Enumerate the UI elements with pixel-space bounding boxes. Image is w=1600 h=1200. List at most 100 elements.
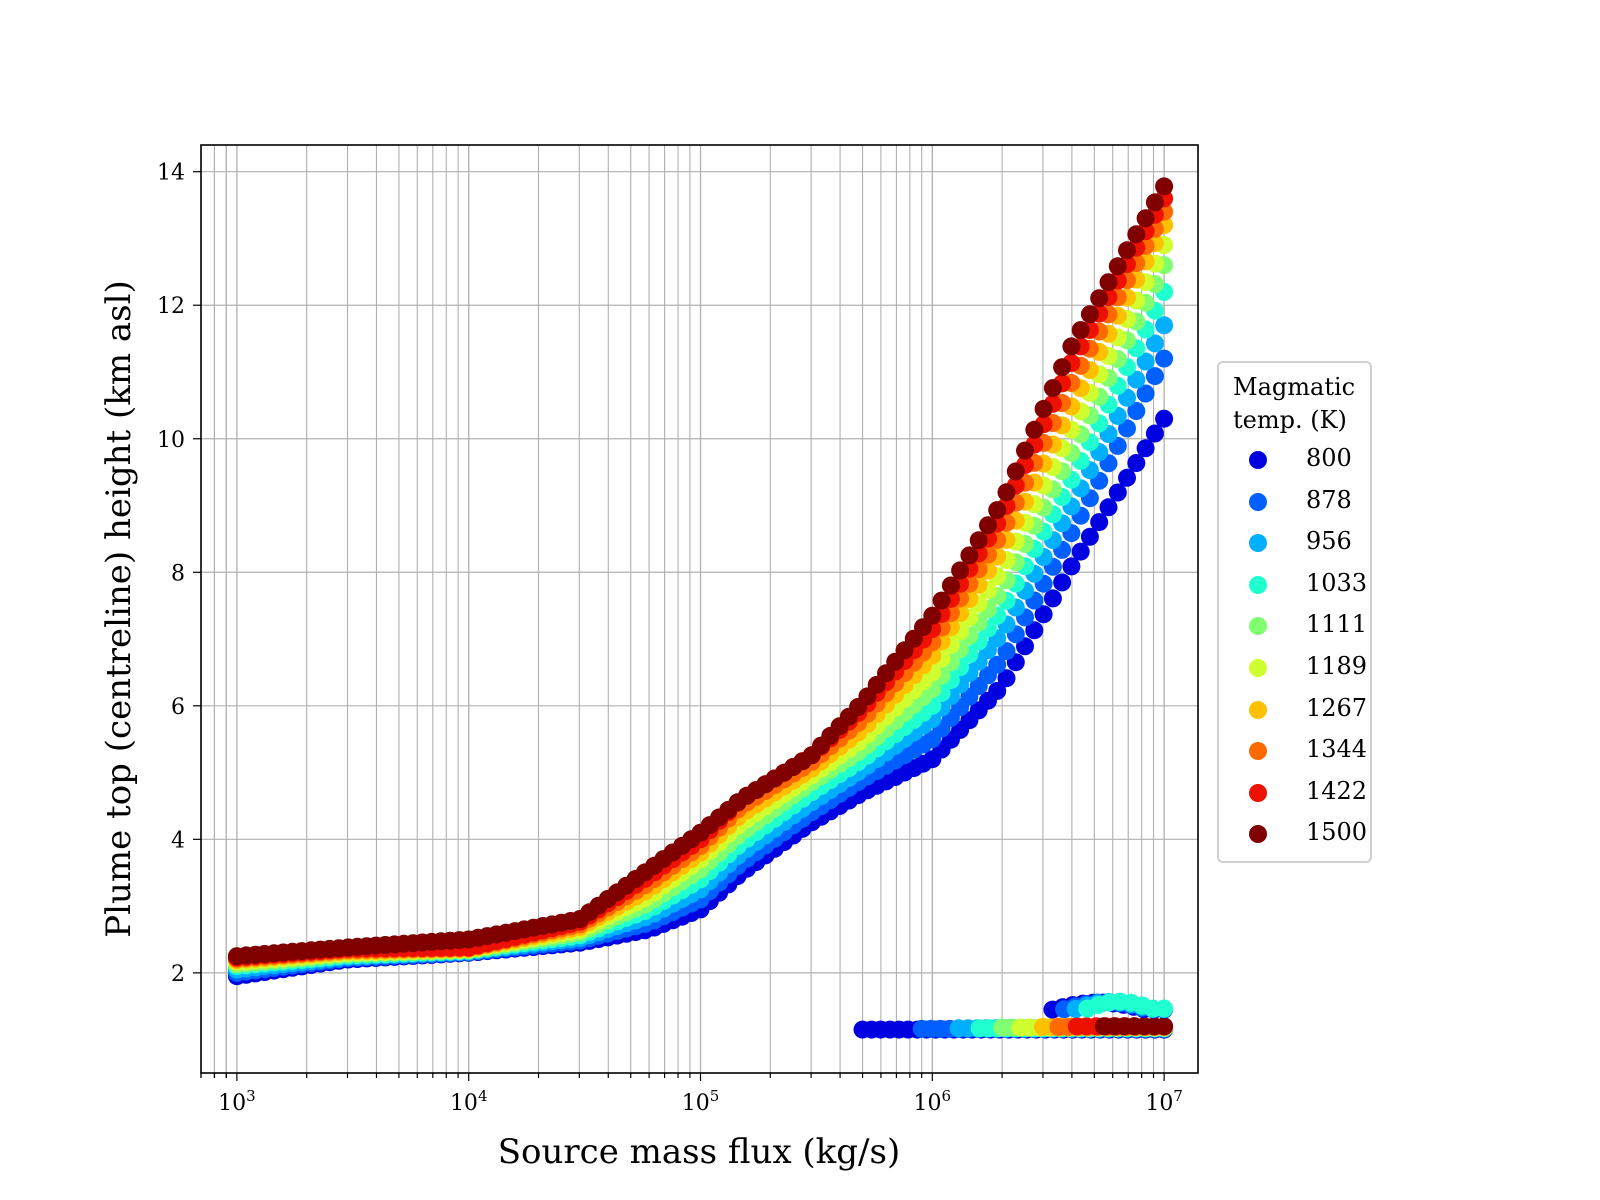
data-point <box>1034 399 1053 418</box>
data-point <box>997 483 1016 502</box>
legend-marker <box>1249 700 1267 719</box>
legend-marker <box>1249 575 1267 594</box>
legend-label: 800 <box>1306 444 1352 472</box>
data-point <box>1016 441 1034 460</box>
data-point <box>1127 370 1146 389</box>
legend-item: 1500 <box>1219 813 1369 855</box>
legend-item: 878 <box>1219 481 1369 523</box>
legend-item: 800 <box>1219 439 1369 481</box>
y-tick-label: 8 <box>171 561 185 586</box>
legend-marker <box>1249 617 1267 636</box>
x-axis-title: Source mass flux (kg/s) <box>498 1132 900 1172</box>
legend-title-line: Magmatic <box>1233 373 1356 401</box>
legend-label: 1033 <box>1306 568 1368 597</box>
data-point <box>1136 209 1155 228</box>
data-point <box>1118 468 1136 487</box>
data-point <box>1136 352 1155 371</box>
data-point <box>988 655 1007 674</box>
data-point <box>960 546 979 565</box>
data-point <box>969 531 988 550</box>
series-1500 <box>227 177 1174 966</box>
y-tick-label: 14 <box>157 161 185 186</box>
data-point <box>1006 462 1025 481</box>
data-point <box>1071 542 1090 561</box>
data-point <box>1062 337 1081 356</box>
data-point <box>1053 358 1072 377</box>
legend-marker <box>1249 451 1267 469</box>
y-tick-label: 4 <box>171 828 185 853</box>
data-point <box>1071 321 1090 340</box>
y-tick-label: 10 <box>157 428 185 453</box>
legend-title: Magmatic temp. (K) <box>1233 371 1355 437</box>
data-point <box>1155 409 1174 428</box>
data-point <box>1155 1017 1174 1036</box>
x-tick-label: 105 <box>682 1087 720 1116</box>
x-tick-label: 107 <box>1145 1087 1183 1116</box>
data-point <box>1118 241 1136 260</box>
data-point <box>1127 454 1146 472</box>
x-tick-label: 106 <box>914 1087 952 1116</box>
data-point <box>1043 379 1062 398</box>
legend-label: 956 <box>1306 527 1352 556</box>
legend-item: 1344 <box>1219 730 1369 772</box>
legend-label: 1267 <box>1306 693 1368 722</box>
legend: Magmatic temp. (K) 800 878 956 1033 1111 1189… <box>1217 361 1372 863</box>
data-point <box>1127 402 1146 420</box>
x-tick-label: 104 <box>450 1087 488 1116</box>
y-tick-label: 6 <box>171 695 185 720</box>
legend-marker <box>1249 534 1267 553</box>
legend-label: 1111 <box>1306 610 1368 639</box>
data-point <box>1108 483 1127 502</box>
data-point <box>1099 273 1118 292</box>
legend-item: 1033 <box>1219 564 1369 606</box>
axes-frame <box>200 144 1199 1074</box>
data-point <box>932 591 951 610</box>
data-point <box>988 681 1007 700</box>
data-point <box>1099 498 1118 517</box>
y-axis-title: Plume top (centreline) height (km asl) <box>99 280 139 938</box>
data-point <box>1145 334 1164 353</box>
data-point <box>988 501 1007 520</box>
y-tick-label: 2 <box>171 962 185 987</box>
legend-title-line: temp. (K) <box>1233 406 1347 434</box>
data-point <box>997 642 1016 661</box>
data-point <box>1145 193 1164 212</box>
scatter-points <box>227 177 1174 1039</box>
data-point <box>1118 419 1136 438</box>
data-point <box>1080 305 1099 324</box>
data-point <box>1080 527 1099 546</box>
data-point <box>979 516 997 535</box>
data-point <box>951 561 970 580</box>
legend-marker <box>1249 825 1267 844</box>
legend-marker <box>1249 783 1267 802</box>
data-point <box>1025 621 1044 640</box>
data-point <box>1025 420 1044 439</box>
legend-marker <box>1249 742 1267 761</box>
legend-label: 1344 <box>1306 735 1368 764</box>
upper-branch-3 <box>1078 992 1174 1018</box>
data-point <box>1145 424 1164 443</box>
legend-item: 1189 <box>1219 647 1369 689</box>
data-point <box>1136 384 1155 403</box>
data-point <box>1053 573 1072 592</box>
x-tick-label: 103 <box>218 1087 256 1116</box>
legend-marker <box>1249 492 1267 511</box>
legend-label: 1422 <box>1306 776 1368 805</box>
data-point <box>1155 349 1174 368</box>
data-point <box>1043 589 1062 608</box>
legend-item: 1267 <box>1219 689 1369 731</box>
data-point <box>1136 439 1155 458</box>
data-point <box>941 576 960 595</box>
data-point <box>1034 605 1053 624</box>
data-point <box>1145 367 1164 386</box>
data-point <box>1155 999 1174 1018</box>
data-point <box>1108 257 1127 276</box>
axis-ticks <box>193 171 1165 1081</box>
legend-item: 1422 <box>1219 772 1369 814</box>
data-point <box>1090 289 1109 308</box>
data-point <box>1127 225 1146 244</box>
legend-label: 1500 <box>1306 818 1368 847</box>
data-point <box>997 669 1016 688</box>
